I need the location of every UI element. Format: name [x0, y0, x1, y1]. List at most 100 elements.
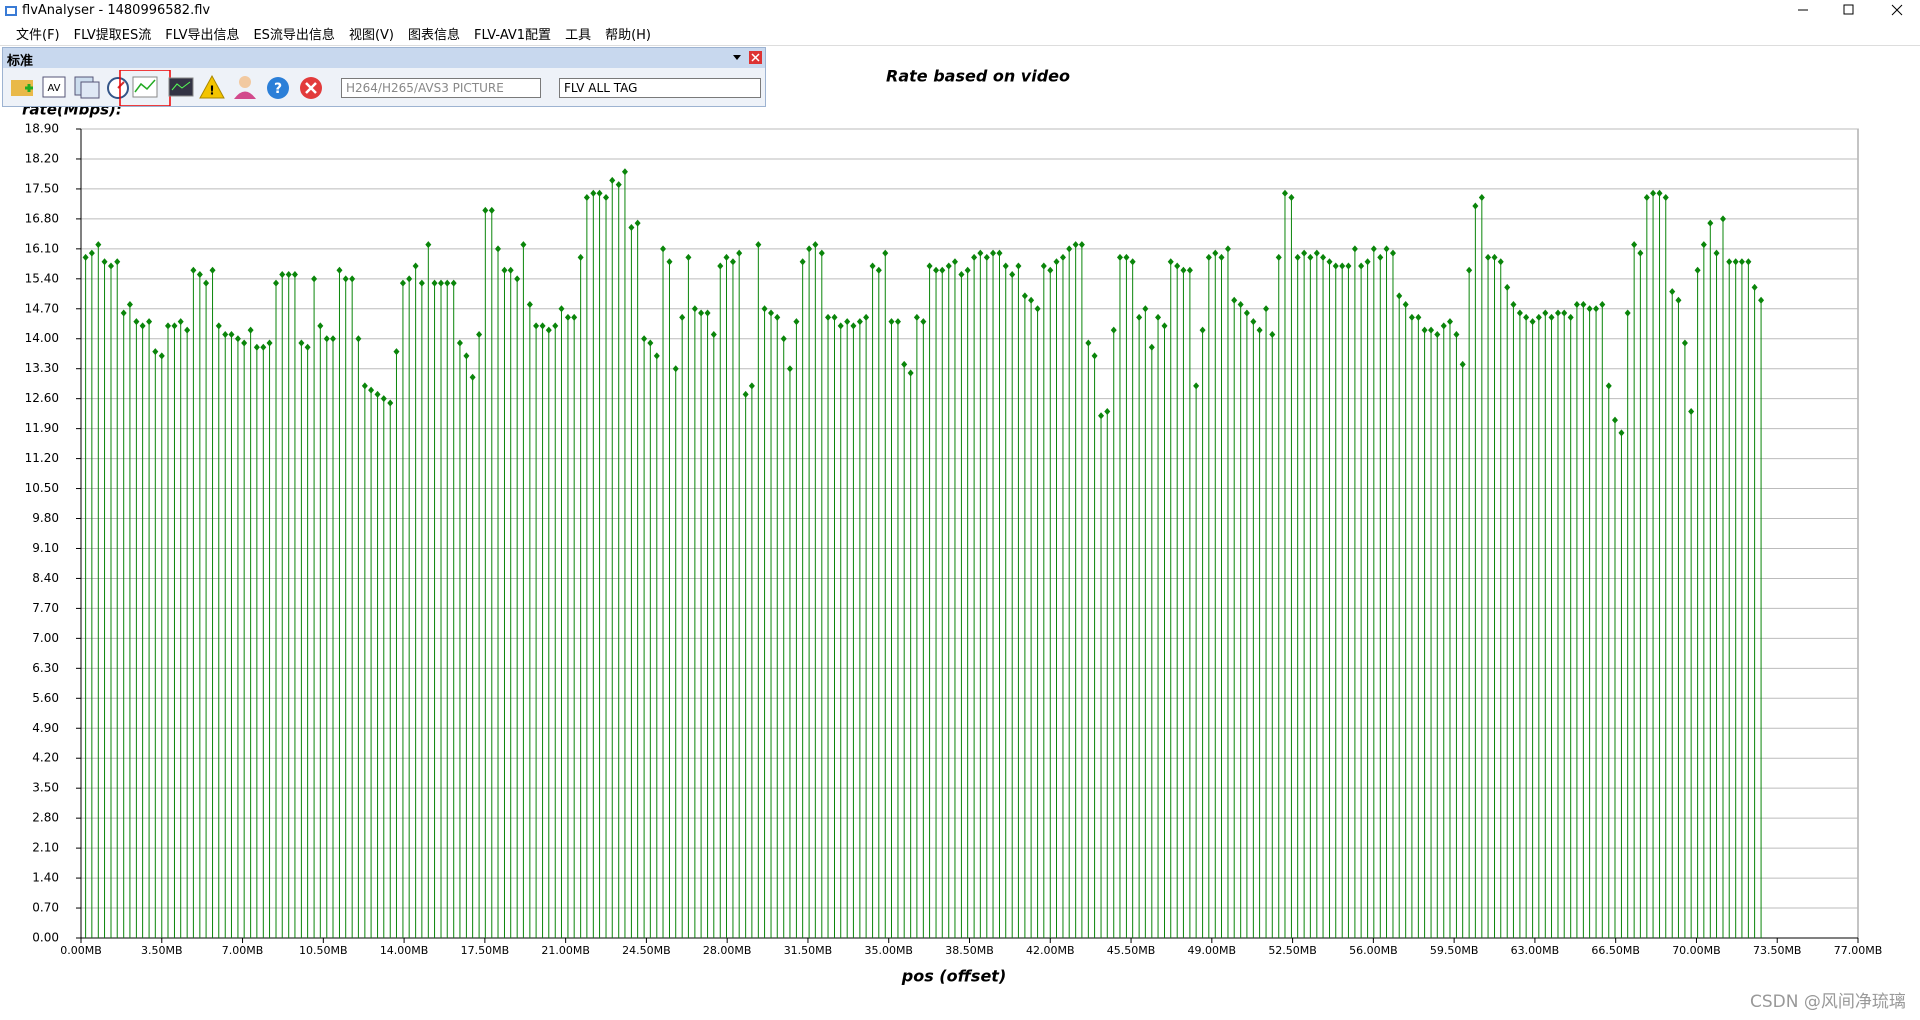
x-tick-label: 17.50MB [461, 944, 510, 957]
point [266, 339, 273, 347]
point [450, 279, 457, 287]
x-tick-label: 3.50MB [141, 944, 183, 957]
point [165, 322, 172, 330]
x-tick-label: 0.00MB [60, 944, 102, 957]
point [1269, 330, 1276, 338]
point [1129, 258, 1136, 266]
point [539, 322, 546, 330]
codec-combo[interactable]: H264/H265/AVS3 PICTURE [341, 78, 541, 98]
point [717, 262, 724, 270]
point [1250, 318, 1257, 326]
point [691, 305, 698, 313]
point [304, 343, 311, 351]
point [729, 258, 736, 266]
point [114, 258, 121, 266]
point [1745, 258, 1752, 266]
menu-item[interactable]: 视图(V) [348, 28, 394, 43]
point [95, 241, 102, 249]
x-tick-label: 52.50MB [1268, 944, 1317, 957]
point [920, 318, 927, 326]
toolbar-controls[interactable] [729, 50, 763, 66]
point [761, 305, 768, 313]
point [1167, 258, 1174, 266]
point [552, 322, 559, 330]
point [571, 313, 578, 321]
point [1466, 266, 1473, 274]
point [1605, 382, 1612, 390]
menu-item[interactable]: 图表信息 [407, 28, 460, 43]
point [1091, 352, 1098, 360]
point [1542, 309, 1549, 317]
point [406, 275, 413, 283]
point [983, 253, 990, 261]
y-tick-label: 4.90 [32, 721, 59, 735]
point [425, 241, 432, 249]
point [209, 266, 216, 274]
menu-item[interactable]: FLV-AV1配置 [474, 28, 552, 43]
point [1573, 300, 1580, 308]
point [1396, 292, 1403, 300]
tag-combo[interactable]: FLV ALL TAG [559, 78, 761, 98]
chart: Rate based on video rate(Mbps): pos (off… [22, 67, 1906, 1013]
menu-item[interactable]: FLV导出信息 [165, 28, 240, 43]
point [279, 271, 286, 279]
point [710, 330, 717, 338]
y-tick-label: 2.80 [32, 811, 59, 825]
menu-item[interactable]: FLV提取ES流 [73, 28, 152, 43]
point [869, 262, 876, 270]
y-tick-label: 14.00 [25, 331, 59, 345]
point [1199, 326, 1206, 334]
window-title: flvAnalyser - 1480996582.flv [22, 3, 211, 18]
point [990, 249, 997, 257]
point [1294, 253, 1301, 261]
point [1434, 330, 1441, 338]
y-tick-label: 7.00 [32, 631, 59, 645]
point [431, 279, 438, 287]
y-tick-label: 10.50 [25, 481, 59, 495]
point [971, 253, 978, 261]
point [1243, 309, 1250, 317]
point [1415, 313, 1422, 321]
window-controls[interactable] [1780, 0, 1920, 22]
point [126, 300, 133, 308]
menu-item[interactable]: 帮助(H) [605, 28, 651, 43]
menu-item[interactable]: 工具 [565, 28, 592, 43]
point [1751, 283, 1758, 291]
y-tick-label: 11.90 [25, 421, 59, 435]
point [1554, 309, 1561, 317]
point [1738, 258, 1745, 266]
x-tick-label: 21.00MB [541, 944, 590, 957]
y-tick-label: 4.20 [32, 751, 59, 765]
point [1224, 245, 1231, 253]
x-tick-label: 63.00MB [1511, 944, 1560, 957]
point [1123, 253, 1130, 261]
y-tick-label: 8.40 [32, 571, 59, 585]
menu-item[interactable]: ES流导出信息 [253, 28, 335, 43]
x-tick-label: 7.00MB [222, 944, 264, 957]
y-tick-label: 18.90 [25, 122, 59, 136]
toolbar-icons[interactable]: AV ! ? [7, 70, 337, 106]
point [241, 339, 248, 347]
point [799, 258, 806, 266]
point [476, 330, 483, 338]
point [913, 313, 920, 321]
x-tick-label: 45.50MB [1107, 944, 1156, 957]
point [1186, 266, 1193, 274]
point [1593, 305, 1600, 313]
point [951, 258, 958, 266]
point [380, 395, 387, 403]
menu-item[interactable]: 文件(F) [16, 28, 60, 43]
y-tick-label: 12.60 [25, 391, 59, 405]
y-tick-label: 13.30 [25, 361, 59, 375]
point [463, 352, 470, 360]
point [996, 249, 1003, 257]
watermark: CSDN @风间净琉璃 [1750, 992, 1906, 1012]
point [590, 189, 597, 197]
y-tick-label: 14.70 [25, 301, 59, 315]
point [621, 168, 628, 176]
point [786, 365, 793, 373]
point [1002, 262, 1009, 270]
point [234, 335, 241, 343]
point [1085, 339, 1092, 347]
point [507, 266, 514, 274]
